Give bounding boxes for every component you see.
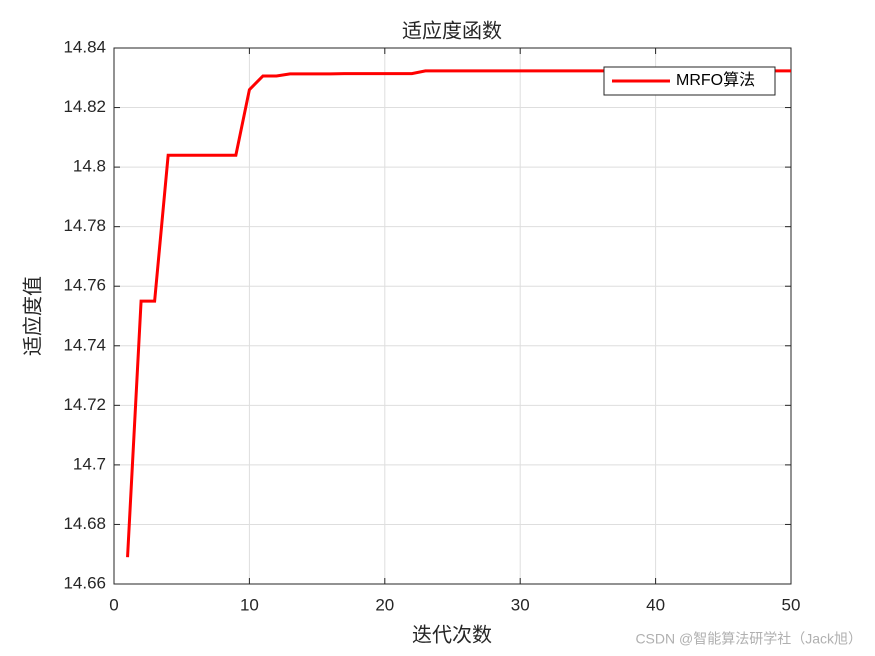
x-tick-label: 40 — [646, 595, 665, 614]
y-tick-label: 14.8 — [73, 157, 106, 176]
y-tick-label: 14.78 — [63, 216, 106, 235]
legend-label: MRFO算法 — [676, 70, 755, 89]
watermark: CSDN @智能算法研学社（Jack旭） — [635, 631, 862, 647]
x-tick-label: 0 — [109, 595, 118, 614]
x-tick-label: 50 — [782, 595, 801, 614]
y-tick-label: 14.74 — [63, 335, 106, 354]
chart-title: 适应度函数 — [402, 19, 502, 43]
y-tick-label: 14.82 — [63, 97, 106, 116]
axes-box — [113, 47, 792, 585]
y-axis-label: 适应度值 — [21, 276, 45, 356]
y-tick-label: 14.7 — [73, 454, 106, 473]
x-axis-label: 迭代次数 — [412, 623, 492, 647]
x-tick-label: 10 — [240, 595, 259, 614]
y-tick-label: 14.84 — [63, 37, 106, 56]
y-tick-label: 14.68 — [63, 514, 106, 533]
y-tick-label: 14.72 — [63, 395, 106, 414]
x-tick-label: 30 — [511, 595, 530, 614]
x-tick-label: 20 — [375, 595, 394, 614]
y-tick-label: 14.66 — [63, 573, 106, 592]
y-tick-label: 14.76 — [63, 276, 106, 295]
